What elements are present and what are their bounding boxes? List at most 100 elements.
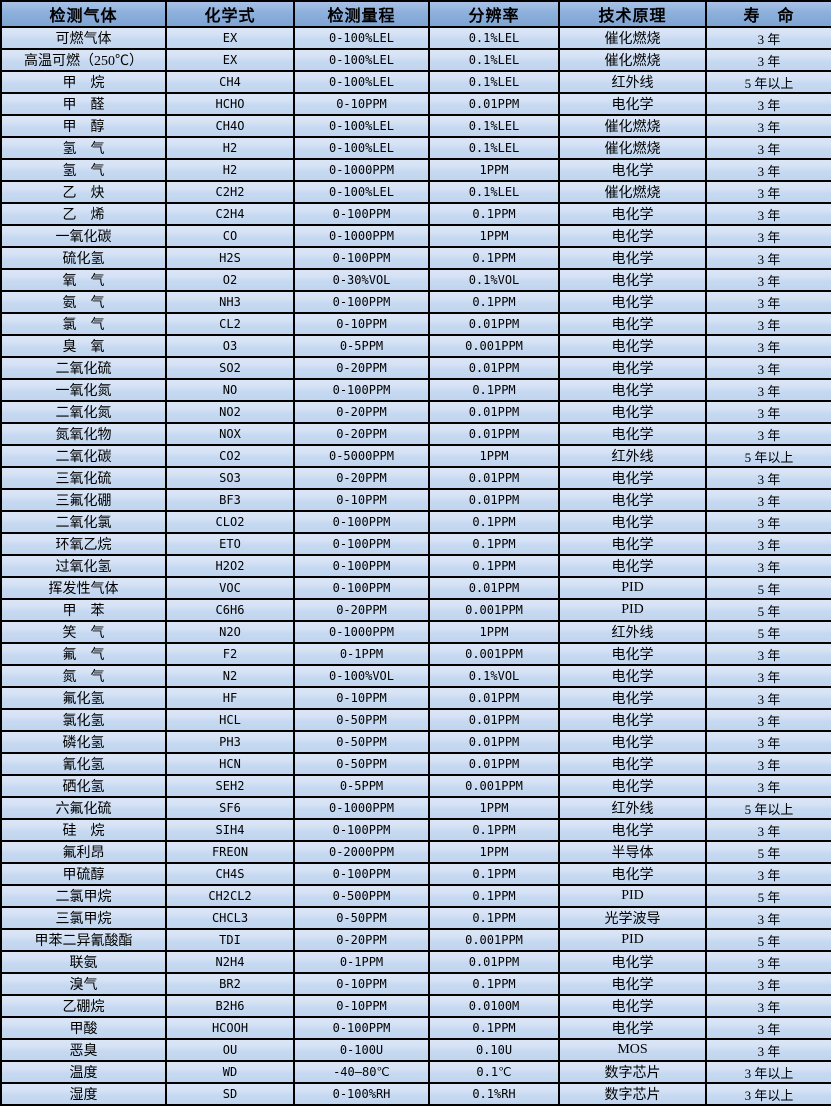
gas-name-cell: 二氧化碳 — [0, 444, 167, 468]
table-row: 二氧化氮 NO2 0-20PPM 0.01PPM 电化学 3 年 — [0, 400, 831, 424]
range-cell: 0-100PPM — [293, 378, 430, 402]
table-row: 乙硼烷 B2H6 0-10PPM 0.0100M 电化学 3 年 — [0, 994, 831, 1018]
principle-cell: 催化燃烧 — [558, 114, 707, 138]
table-row: 甲 醇 CH4O 0-100%LEL 0.1%LEL 催化燃烧 3 年 — [0, 114, 831, 138]
table-row: 甲苯二异氰酸酯 TDI 0-20PPM 0.001PPM PID 5 年 — [0, 928, 831, 952]
table-row: 高温可燃（250℃） EX 0-100%LEL 0.1%LEL 催化燃烧 3 年 — [0, 48, 831, 72]
formula-cell: H2O2 — [165, 554, 295, 578]
resolution-cell: 0.1%VOL — [428, 664, 560, 688]
range-cell: 0-1PPM — [293, 950, 430, 974]
range-cell: 0-100PPM — [293, 246, 430, 270]
lifespan-cell: 3 年 — [705, 862, 831, 886]
range-cell: 0-10PPM — [293, 92, 430, 116]
principle-cell: 红外线 — [558, 796, 707, 820]
range-cell: 0-100PPM — [293, 818, 430, 842]
table-row: 溴气 BR2 0-10PPM 0.1PPM 电化学 3 年 — [0, 972, 831, 996]
principle-cell: 半导体 — [558, 840, 707, 864]
table-row: 氯化氢 HCL 0-50PPM 0.01PPM 电化学 3 年 — [0, 708, 831, 732]
principle-cell: 电化学 — [558, 862, 707, 886]
principle-cell: 电化学 — [558, 334, 707, 358]
range-cell: 0-100PPM — [293, 1016, 430, 1040]
formula-cell: H2 — [165, 158, 295, 182]
lifespan-cell: 5 年以上 — [705, 70, 831, 94]
lifespan-cell: 3 年 — [705, 818, 831, 842]
range-cell: 0-10PPM — [293, 972, 430, 996]
formula-cell: CH4O — [165, 114, 295, 138]
resolution-cell: 0.1PPM — [428, 818, 560, 842]
principle-cell: PID — [558, 928, 707, 952]
formula-cell: FREON — [165, 840, 295, 864]
principle-cell: 催化燃烧 — [558, 26, 707, 50]
table-row: 三氟化硼 BF3 0-10PPM 0.01PPM 电化学 3 年 — [0, 488, 831, 512]
principle-cell: 电化学 — [558, 466, 707, 490]
resolution-cell: 0.001PPM — [428, 642, 560, 666]
range-cell: 0-100PPM — [293, 290, 430, 314]
table-row: 三氯甲烷 CHCL3 0-50PPM 0.1PPM 光学波导 3 年 — [0, 906, 831, 930]
lifespan-cell: 3 年以上 — [705, 1060, 831, 1084]
principle-cell: 电化学 — [558, 246, 707, 270]
gas-name-cell: 笑 气 — [0, 620, 167, 644]
resolution-cell: 0.1%LEL — [428, 136, 560, 160]
resolution-cell: 0.01PPM — [428, 730, 560, 754]
table-header: 检测气体 化学式 检测量程 分辨率 技术原理 寿 命 — [0, 0, 831, 28]
lifespan-cell: 3 年 — [705, 378, 831, 402]
lifespan-cell: 3 年 — [705, 334, 831, 358]
table-row: 三氧化硫 SO3 0-20PPM 0.01PPM 电化学 3 年 — [0, 466, 831, 490]
range-cell: 0-20PPM — [293, 598, 430, 622]
lifespan-cell: 3 年 — [705, 92, 831, 116]
principle-cell: 电化学 — [558, 312, 707, 336]
table-row: 一氧化氮 NO 0-100PPM 0.1PPM 电化学 3 年 — [0, 378, 831, 402]
lifespan-cell: 3 年 — [705, 422, 831, 446]
resolution-cell: 0.1PPM — [428, 884, 560, 908]
formula-cell: HF — [165, 686, 295, 710]
resolution-cell: 0.1PPM — [428, 532, 560, 556]
lifespan-cell: 3 年 — [705, 642, 831, 666]
resolution-cell: 0.1%LEL — [428, 48, 560, 72]
resolution-cell: 1PPM — [428, 620, 560, 644]
table-row: 甲硫醇 CH4S 0-100PPM 0.1PPM 电化学 3 年 — [0, 862, 831, 886]
range-cell: 0-100PPM — [293, 532, 430, 556]
table-row: 臭 氧 O3 0-5PPM 0.001PPM 电化学 3 年 — [0, 334, 831, 358]
range-cell: 0-100PPM — [293, 554, 430, 578]
lifespan-cell: 3 年 — [705, 972, 831, 996]
range-cell: 0-10PPM — [293, 488, 430, 512]
resolution-cell: 0.1%LEL — [428, 70, 560, 94]
lifespan-cell: 3 年以上 — [705, 1082, 831, 1106]
lifespan-cell: 3 年 — [705, 510, 831, 534]
principle-cell: 电化学 — [558, 686, 707, 710]
gas-name-cell: 三氯甲烷 — [0, 906, 167, 930]
resolution-cell: 0.1%LEL — [428, 180, 560, 204]
table-row: 氟利昂 FREON 0-2000PPM 1PPM 半导体 5 年 — [0, 840, 831, 864]
range-cell: 0-100%LEL — [293, 136, 430, 160]
principle-cell: 电化学 — [558, 642, 707, 666]
resolution-cell: 0.01PPM — [428, 708, 560, 732]
principle-cell: 电化学 — [558, 994, 707, 1018]
lifespan-cell: 3 年 — [705, 906, 831, 930]
resolution-cell: 0.01PPM — [428, 312, 560, 336]
resolution-cell: 0.01PPM — [428, 466, 560, 490]
table-row: 六氟化硫 SF6 0-1000PPM 1PPM 红外线 5 年以上 — [0, 796, 831, 820]
resolution-cell: 0.1PPM — [428, 906, 560, 930]
header-resolution: 分辨率 — [428, 0, 560, 28]
principle-cell: 电化学 — [558, 488, 707, 512]
formula-cell: SO2 — [165, 356, 295, 380]
gas-name-cell: 氯 气 — [0, 312, 167, 336]
principle-cell: 电化学 — [558, 554, 707, 578]
range-cell: 0-1000PPM — [293, 620, 430, 644]
range-cell: 0-20PPM — [293, 466, 430, 490]
header-row: 检测气体 化学式 检测量程 分辨率 技术原理 寿 命 — [0, 0, 831, 28]
lifespan-cell: 3 年 — [705, 224, 831, 248]
table-row: 氮 气 N2 0-100%VOL 0.1%VOL 电化学 3 年 — [0, 664, 831, 688]
gas-name-cell: 磷化氢 — [0, 730, 167, 754]
principle-cell: 电化学 — [558, 400, 707, 424]
principle-cell: 电化学 — [558, 950, 707, 974]
principle-cell: 电化学 — [558, 972, 707, 996]
gas-name-cell: 氟利昂 — [0, 840, 167, 864]
gas-name-cell: 甲硫醇 — [0, 862, 167, 886]
formula-cell: WD — [165, 1060, 295, 1084]
gas-name-cell: 氢 气 — [0, 136, 167, 160]
lifespan-cell: 3 年 — [705, 664, 831, 688]
principle-cell: 电化学 — [558, 664, 707, 688]
formula-cell: TDI — [165, 928, 295, 952]
lifespan-cell: 3 年 — [705, 400, 831, 424]
